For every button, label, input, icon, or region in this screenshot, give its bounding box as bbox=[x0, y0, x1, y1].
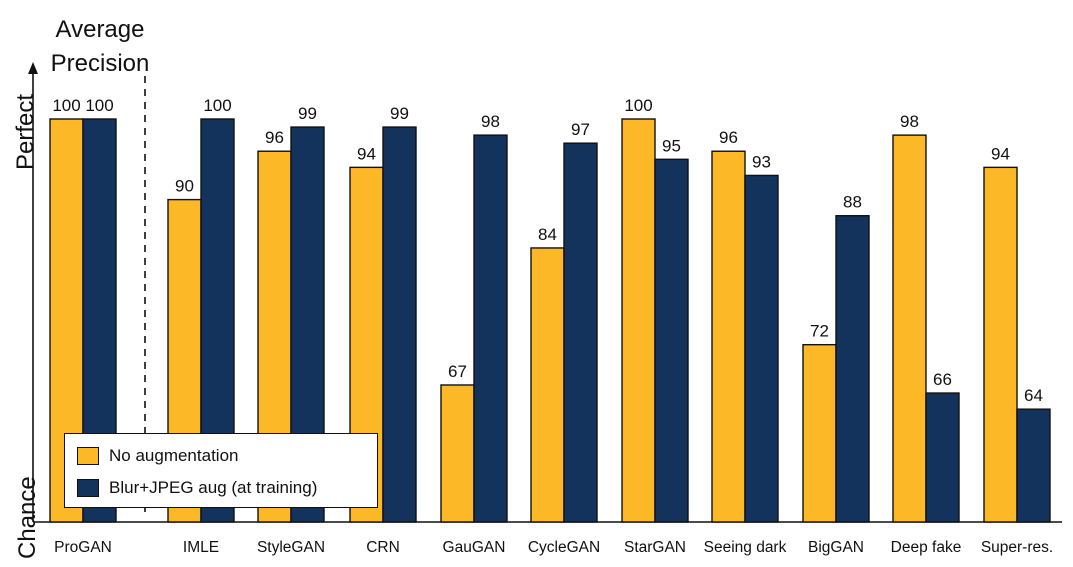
x-tick-label-seeing-dark: Seeing dark bbox=[704, 539, 787, 556]
x-tick-label-stylegan: StyleGAN bbox=[257, 539, 325, 556]
legend-label-blur-jpeg: Blur+JPEG aug (at training) bbox=[109, 478, 318, 497]
x-tick-label-crn: CRN bbox=[366, 539, 400, 556]
data-label-biggan-series-1: 72 bbox=[810, 322, 829, 341]
legend-swatch-blur-jpeg bbox=[77, 479, 99, 497]
data-label-imle-series-1: 90 bbox=[175, 177, 194, 196]
bar-deep-fake-series-2 bbox=[925, 392, 960, 523]
data-label-super-res-series-1: 94 bbox=[991, 144, 1010, 163]
chart-title-line-2: Precision bbox=[50, 50, 150, 77]
bar-stargan-series-1 bbox=[621, 118, 656, 523]
bar-deep-fake-series-1 bbox=[892, 134, 927, 523]
chart-title-line-1: Average bbox=[55, 16, 145, 43]
bar-stargan-series-2 bbox=[654, 158, 689, 523]
data-label-deep-fake-series-2: 66 bbox=[933, 370, 952, 389]
bar-super-res-series-1 bbox=[983, 166, 1018, 523]
x-tick-label-biggan: BigGAN bbox=[808, 539, 864, 556]
bar-gaugan-series-2 bbox=[473, 134, 508, 523]
bar-cyclegan-series-1 bbox=[530, 247, 565, 523]
bar-super-res-series-2 bbox=[1016, 408, 1051, 523]
bar-cyclegan-series-2 bbox=[563, 142, 598, 523]
data-label-cyclegan-series-2: 97 bbox=[571, 120, 590, 139]
bar-biggan-series-1 bbox=[802, 343, 837, 523]
bar-crn-series-2 bbox=[382, 126, 417, 523]
x-tick-label-super-res: Super-res. bbox=[981, 539, 1053, 556]
x-tick-label-progan: ProGAN bbox=[54, 539, 112, 556]
bar-seeing-dark-series-1 bbox=[711, 150, 746, 523]
y-axis-top-label: Perfect bbox=[12, 93, 39, 171]
data-label-crn-series-2: 99 bbox=[390, 104, 409, 123]
legend: No augmentation Blur+JPEG aug (at traini… bbox=[64, 433, 378, 508]
legend-swatch-no-augmentation bbox=[77, 447, 99, 465]
bar-biggan-series-2 bbox=[835, 215, 870, 523]
data-label-stylegan-series-1: 96 bbox=[265, 128, 284, 147]
data-label-seeing-dark-series-1: 96 bbox=[719, 128, 738, 147]
data-label-gaugan-series-2: 98 bbox=[481, 112, 500, 131]
y-axis-bottom-label: Chance bbox=[14, 476, 41, 559]
data-label-stargan-series-2: 95 bbox=[662, 136, 681, 155]
data-label-imle-series-2: 100 bbox=[203, 96, 231, 115]
data-label-stargan-series-1: 100 bbox=[624, 96, 652, 115]
data-label-progan-series-1: 100 bbox=[52, 96, 80, 115]
x-tick-label-imle: IMLE bbox=[183, 539, 219, 556]
data-label-seeing-dark-series-2: 93 bbox=[752, 152, 771, 171]
x-tick-label-cyclegan: CycleGAN bbox=[528, 539, 600, 556]
y-axis-arrowhead bbox=[28, 62, 38, 74]
data-label-cyclegan-series-1: 84 bbox=[538, 225, 557, 244]
x-tick-label-stargan: StarGAN bbox=[624, 539, 686, 556]
legend-item-blur-jpeg: Blur+JPEG aug (at training) bbox=[77, 477, 317, 499]
data-label-deep-fake-series-1: 98 bbox=[900, 112, 919, 131]
bar-gaugan-series-1 bbox=[440, 384, 475, 523]
data-label-gaugan-series-1: 67 bbox=[448, 362, 467, 381]
bar-seeing-dark-series-2 bbox=[744, 174, 779, 523]
x-tick-label-gaugan: GauGAN bbox=[443, 539, 506, 556]
legend-item-no-augmentation: No augmentation bbox=[77, 445, 238, 467]
legend-label-no-augmentation: No augmentation bbox=[109, 446, 239, 465]
data-label-stylegan-series-2: 99 bbox=[298, 104, 317, 123]
data-label-super-res-series-2: 64 bbox=[1024, 386, 1043, 405]
data-label-crn-series-1: 94 bbox=[357, 144, 376, 163]
data-label-progan-series-2: 100 bbox=[85, 96, 113, 115]
x-tick-label-deep-fake: Deep fake bbox=[891, 539, 962, 556]
data-label-biggan-series-2: 88 bbox=[843, 193, 862, 212]
